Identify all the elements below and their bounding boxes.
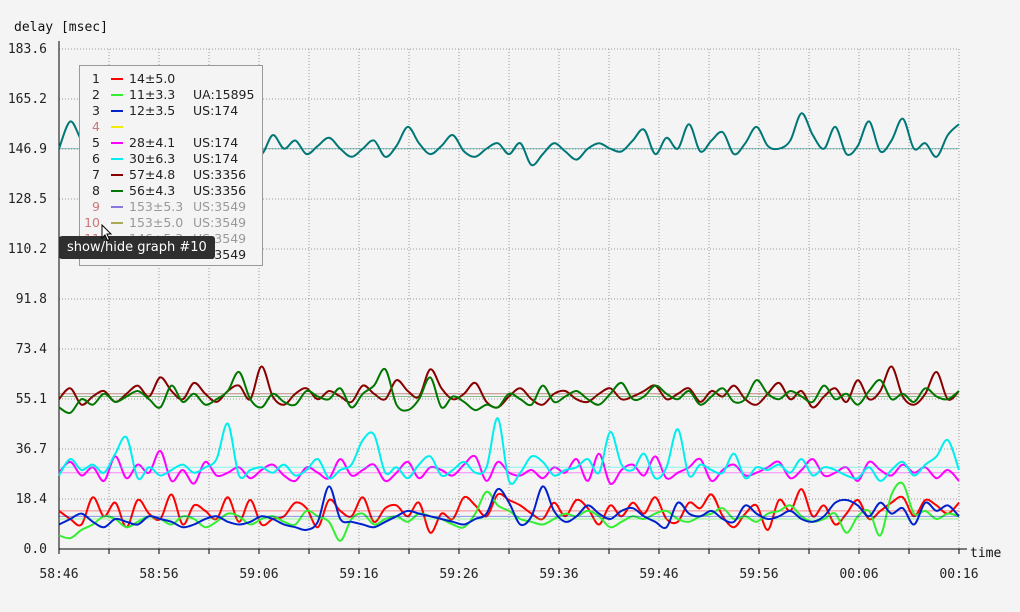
legend-value: 11±3.3 (129, 87, 176, 102)
y-tick-label: 110.2 (8, 242, 47, 257)
legend-source: US:174 (193, 103, 239, 118)
legend-swatch (111, 126, 123, 128)
legend-value: 14±5.0 (129, 71, 176, 86)
legend-number: 2 (92, 87, 100, 102)
x-tick-label: 00:16 (939, 567, 978, 582)
legend-source: US:174 (193, 151, 239, 166)
x-tick-label: 59:46 (639, 567, 678, 582)
legend-source: US:3356 (193, 167, 247, 182)
y-tick-label: 36.7 (16, 442, 47, 457)
legend-source: US:3549 (193, 215, 247, 230)
legend-source: US:174 (193, 135, 239, 150)
y-tick-label: 165.2 (8, 92, 47, 107)
y-tick-label: 146.9 (8, 142, 47, 157)
legend-swatch (111, 110, 123, 112)
y-tick-label: 128.5 (8, 192, 47, 207)
legend-number: 9 (92, 199, 100, 214)
legend-value: 56±4.3 (129, 183, 176, 198)
legend-source: UA:15895 (193, 87, 255, 102)
legend-number: 7 (92, 167, 100, 182)
legend-number: 4 (92, 119, 100, 134)
tooltip: show/hide graph #10 (59, 236, 215, 259)
y-tick-label: 73.4 (16, 342, 47, 357)
series-6-line (58, 417, 960, 486)
legend-source: US:3549 (193, 199, 247, 214)
legend-swatch (111, 158, 123, 160)
legend-value: 12±3.5 (129, 103, 176, 118)
legend-value: 153±5.0 (129, 215, 184, 230)
legend-swatch (111, 174, 123, 176)
x-tick-label: 59:26 (439, 567, 478, 582)
y-tick-label: 18.4 (16, 492, 47, 507)
legend-value: 30±6.3 (129, 151, 176, 166)
legend-number: 1 (92, 71, 100, 86)
series-8-line (58, 367, 960, 414)
legend-swatch (111, 190, 123, 192)
x-tick-label: 58:46 (39, 567, 78, 582)
y-tick-label: 0.0 (24, 542, 47, 557)
legend-number: 10 (84, 215, 100, 230)
x-tick-label: 00:06 (839, 567, 878, 582)
x-tick-label: 58:56 (139, 567, 178, 582)
legend-swatch (111, 142, 123, 144)
series-1-line (58, 488, 960, 534)
x-tick-label: 59:56 (739, 567, 778, 582)
y-tick-label: 183.6 (8, 42, 47, 57)
legend-number: 8 (92, 183, 100, 198)
legend-swatch (111, 94, 123, 96)
legend-value: 153±5.3 (129, 199, 184, 214)
x-tick-label: 59:36 (539, 567, 578, 582)
legend-number: 5 (92, 135, 100, 150)
legend-number: 3 (92, 103, 100, 118)
y-axis-label: delay [msec] (14, 20, 108, 35)
legend-swatch (111, 78, 123, 80)
legend-number: 6 (92, 151, 100, 166)
x-tick-label: 59:06 (239, 567, 278, 582)
y-tick-label: 55.1 (16, 392, 47, 407)
legend-swatch (111, 206, 123, 208)
legend-source: US:3356 (193, 183, 247, 198)
series-7-line (58, 365, 960, 409)
legend-value: 28±4.1 (129, 135, 176, 150)
x-axis-label: time (970, 546, 1001, 561)
axes (58, 41, 967, 554)
tick-labels: 0.018.436.755.173.491.8110.2128.5146.916… (8, 42, 979, 582)
mouse-pointer-icon (101, 224, 113, 242)
series-5-line (58, 449, 960, 485)
x-tick-label: 59:16 (339, 567, 378, 582)
legend-swatch (111, 222, 123, 224)
legend-value: 57±4.8 (129, 167, 176, 182)
y-tick-label: 91.8 (16, 292, 47, 307)
series-3-line (58, 485, 960, 532)
